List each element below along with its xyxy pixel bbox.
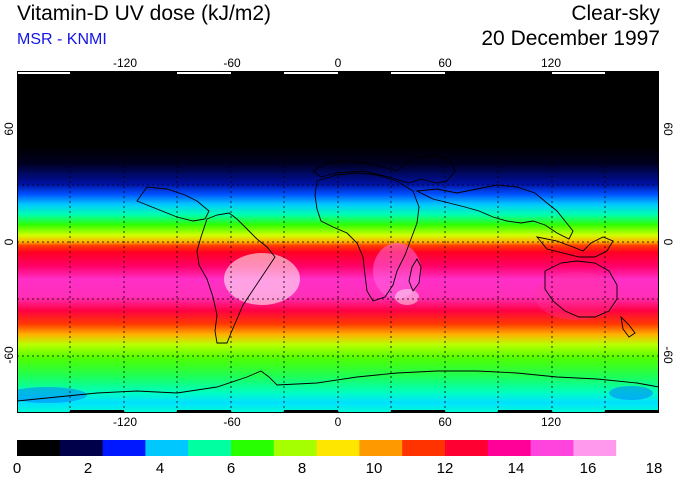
bottom-lon-tick-label: -60 [223,415,241,429]
south-asia-coastline [415,184,574,240]
coastlines [17,154,659,402]
colorbar-swatch [445,440,489,456]
colorbar [17,440,659,456]
bottom-lon-tick-label: -120 [112,415,138,429]
colorbar-swatch [359,440,403,456]
bottom-lon-tick-label: 60 [438,415,452,429]
south-america-coastline [196,212,276,344]
colorbar-swatches [17,440,659,456]
right-lat-tick-label: 60 [661,122,675,136]
colorbar-swatch [102,440,146,456]
top-lon-tick-label: 60 [438,56,452,70]
bottom-lon-tick-label: 120 [540,415,562,429]
sky-condition-label: Clear-sky [571,2,660,25]
colorbar-tick-label: 16 [579,460,597,477]
colorbar-swatch [59,440,104,456]
colorbar-swatch [316,440,360,456]
map-title: Vitamin-D UV dose (kJ/m2) [17,2,272,25]
mediterranean-coastline [312,154,456,184]
new-zealand-coastline [620,315,636,338]
left-lat-tick-label: 0 [2,238,16,246]
colorbar-tick-label: 4 [155,460,165,477]
colorbar-swatch [616,440,659,456]
left-lat-tick-label: 60 [2,122,16,136]
graticule [17,71,659,413]
africa-coastline [314,172,420,302]
bottom-lon-tick-label: 0 [334,415,342,429]
right-lat-tick-label: 0 [661,238,675,246]
top-lon-tick-label: 120 [540,56,562,70]
top-lon-tick-label: -120 [112,56,138,70]
colorbar-swatch [402,440,446,456]
maritime-continent-coastline [535,236,614,258]
antarctic-low-dose-region [609,386,653,400]
uv-dose-map [17,71,659,413]
source-label: MSR - KNMI [17,31,107,48]
colorbar-swatch [530,440,574,456]
top-lon-tick-label: -60 [223,56,241,70]
central-america-coastline [136,186,210,222]
colorbar-swatch [231,440,275,456]
andes-high-dose-region [224,253,300,305]
colorbar-swatch [188,440,232,456]
colorbar-swatch [145,440,189,456]
australia-coastline [544,260,618,318]
colorbar-tick-label: 10 [365,460,383,477]
madagascar-coastline [408,258,422,292]
right-lat-tick-label: -60 [661,346,675,364]
colorbar-tick-label: 18 [645,460,663,477]
colorbar-swatch [573,440,617,456]
regional-anomalies [17,243,653,403]
colorbar-swatch [273,440,318,456]
colorbar-swatch [17,440,61,456]
date-label: 20 December 1997 [481,27,660,50]
colorbar-tick-label: 12 [436,460,454,477]
australia-dose-region [535,272,619,320]
colorbar-swatch [487,440,532,456]
colorbar-tick-label: 14 [507,460,525,477]
colorbar-tick-label: 0 [12,460,22,477]
antarctica-coastline [17,370,659,402]
left-lat-tick-label: -60 [2,346,16,364]
colorbar-tick-label: 6 [226,460,236,477]
kalahari-high-dose-region [395,289,419,305]
colorbar-tick-label: 2 [83,460,93,477]
map-frame [17,71,659,413]
top-lon-tick-label: 0 [334,56,342,70]
colorbar-tick-label: 8 [297,460,307,477]
